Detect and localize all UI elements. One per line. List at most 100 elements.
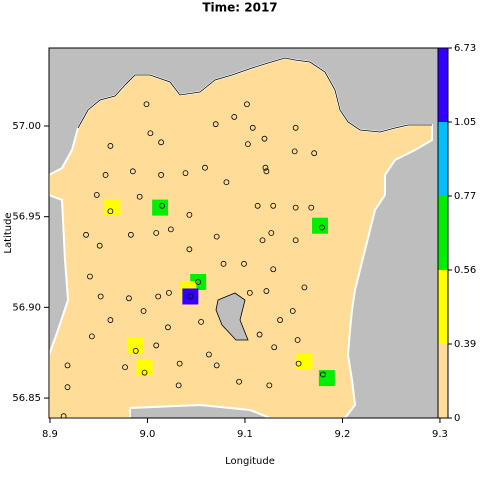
colorbar-band [438,270,448,344]
y-axis-label: Latitude [3,212,14,253]
colorbar-band [438,122,448,196]
raster-cell [318,370,335,387]
station [292,204,299,211]
station [147,130,154,137]
station [249,124,256,131]
station [186,211,193,218]
station [96,242,103,249]
y-tick-label: 56.95 [12,212,41,223]
station [87,273,93,280]
colorbar-band [438,196,448,270]
coastline [77,57,432,133]
station [261,135,268,142]
station [167,226,174,233]
station [212,121,219,128]
station [231,114,238,120]
station [107,143,114,149]
colorbar-label: 6.73 [454,43,476,54]
colorbar-label: 0 [454,413,460,424]
station [292,237,299,244]
station [308,204,315,211]
station [102,172,109,178]
station [223,179,230,186]
station [153,230,160,236]
station [320,371,326,378]
x-tick-label: 9.3 [432,429,448,440]
station [159,202,165,209]
y-tick-label: 56.85 [12,393,41,404]
station [176,360,183,367]
station [277,317,283,323]
x-tick-label: 8.9 [42,429,58,440]
station [64,384,71,391]
station [270,266,277,273]
station [187,293,194,300]
colorbar-label: 0.77 [454,191,476,202]
station [213,362,220,369]
station [140,308,147,314]
station [143,101,150,108]
station [166,289,172,296]
colorbar-frame [437,47,449,419]
station [158,139,165,146]
station [268,230,275,236]
data-layer [60,101,335,418]
station [88,333,95,340]
station [236,378,243,385]
station [126,295,132,302]
station [129,168,136,175]
x-tick-label: 9.0 [140,429,156,440]
raster-cell [136,359,153,376]
colorbar-label: 1.05 [454,117,476,128]
colorbar-band [438,344,448,418]
station [319,224,325,231]
x-tick-label: 9.2 [335,429,351,440]
station [220,260,227,267]
station [271,344,278,351]
station [311,150,318,157]
station [213,233,220,240]
station [97,293,104,300]
station [153,342,160,349]
raster-cell [127,337,144,354]
station [182,170,189,177]
raster-cell [104,199,121,216]
station [60,413,67,418]
station [64,362,71,369]
station [141,369,148,376]
station [83,231,89,238]
station [295,360,302,367]
station [202,164,208,171]
station [256,331,263,338]
station [175,382,182,389]
station [205,351,212,358]
station [246,289,253,296]
station [93,192,100,198]
raster-cell [182,288,199,305]
station [155,293,162,300]
x-tick-label: 9.1 [237,429,253,440]
station [270,202,277,209]
y-tick-label: 57.00 [12,121,41,132]
station [244,101,250,108]
y-tick-label: 56.90 [12,302,41,313]
station [254,202,261,209]
x-axis-label: Longitude [225,456,275,467]
station [266,382,273,389]
station [289,308,296,314]
colorbar-band [438,48,448,122]
station [107,317,114,323]
station [107,208,114,215]
station [186,246,193,253]
station [136,193,143,200]
station [262,164,269,171]
station [291,148,298,155]
station [198,318,204,325]
station [292,124,299,131]
station [294,337,301,343]
station [158,172,165,178]
station [132,347,139,354]
station [263,288,270,294]
station [244,141,251,148]
